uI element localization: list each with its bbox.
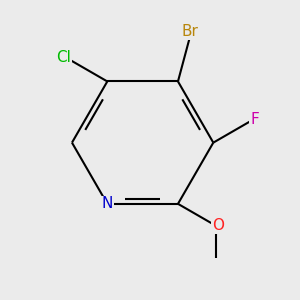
Text: O: O: [212, 218, 224, 233]
Text: Cl: Cl: [56, 50, 71, 65]
Text: F: F: [250, 112, 259, 127]
Text: Br: Br: [182, 24, 199, 39]
Text: N: N: [102, 196, 113, 211]
